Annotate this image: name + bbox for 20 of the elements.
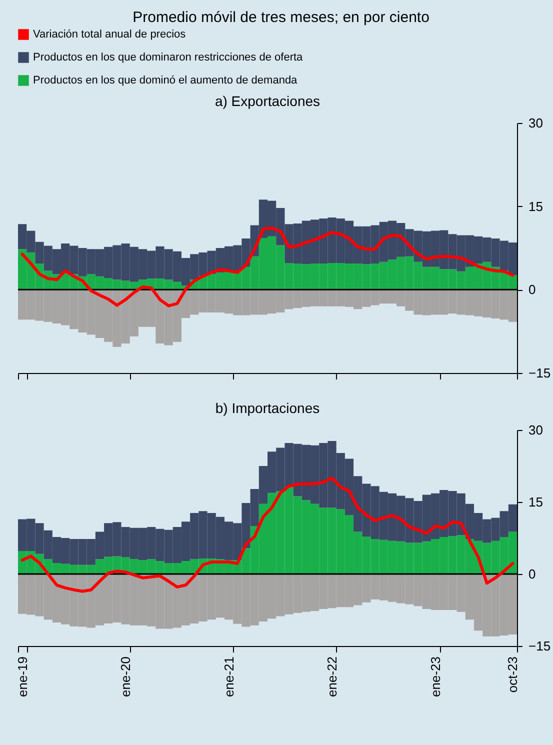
chart-subtitle: a) Exportaciones bbox=[214, 93, 320, 109]
x-tick-label: ene-19 bbox=[14, 656, 30, 697]
y-tick-label: 30 bbox=[528, 422, 543, 438]
y-tick-label: 15 bbox=[528, 494, 543, 510]
y-tick-label: −15 bbox=[528, 638, 551, 654]
y-tick-label: 30 bbox=[528, 116, 543, 130]
chart-title: Promedio móvil de tres meses; en por ciento bbox=[132, 9, 430, 26]
legend-label: Productos en los que dominaron restricciones de oferta bbox=[33, 52, 304, 64]
legend-label: Variación total anual de precios bbox=[33, 28, 186, 40]
x-tick-label: ene-21 bbox=[221, 656, 236, 697]
chart-title: b) Importaciones bbox=[215, 400, 320, 416]
x-tick-label: oct-23 bbox=[505, 656, 520, 693]
x-tick-label: ene-22 bbox=[324, 656, 340, 697]
legend-label: Productos en los que dominó el aumento de demanda bbox=[33, 74, 298, 86]
y-tick-label: 0 bbox=[528, 566, 536, 582]
x-tick-label: ene-23 bbox=[428, 656, 443, 697]
x-tick-label: ene-20 bbox=[118, 656, 134, 697]
y-tick-label: −15 bbox=[528, 366, 551, 380]
y-tick-label: 0 bbox=[528, 282, 536, 298]
y-tick-label: 15 bbox=[528, 198, 543, 214]
